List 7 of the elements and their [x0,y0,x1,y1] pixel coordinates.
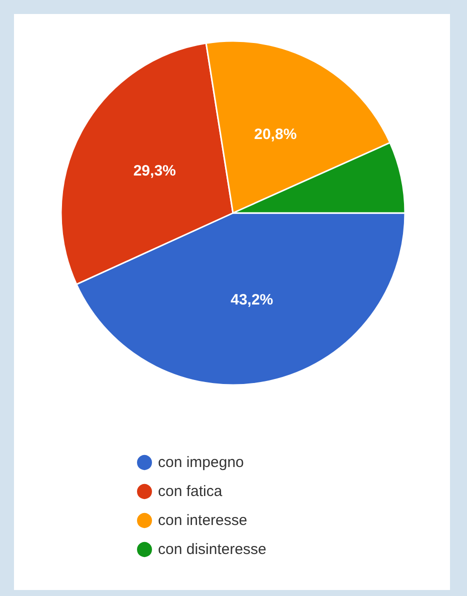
data-label: 20,8% [254,126,297,144]
legend-label: con interesse [158,512,248,529]
data-label: 29,3% [133,162,176,180]
legend-label: con fatica [158,483,223,500]
data-label: 43,2% [230,291,274,308]
legend-label: con impegno [158,454,244,471]
legend-label: con disinteresse [158,541,266,558]
